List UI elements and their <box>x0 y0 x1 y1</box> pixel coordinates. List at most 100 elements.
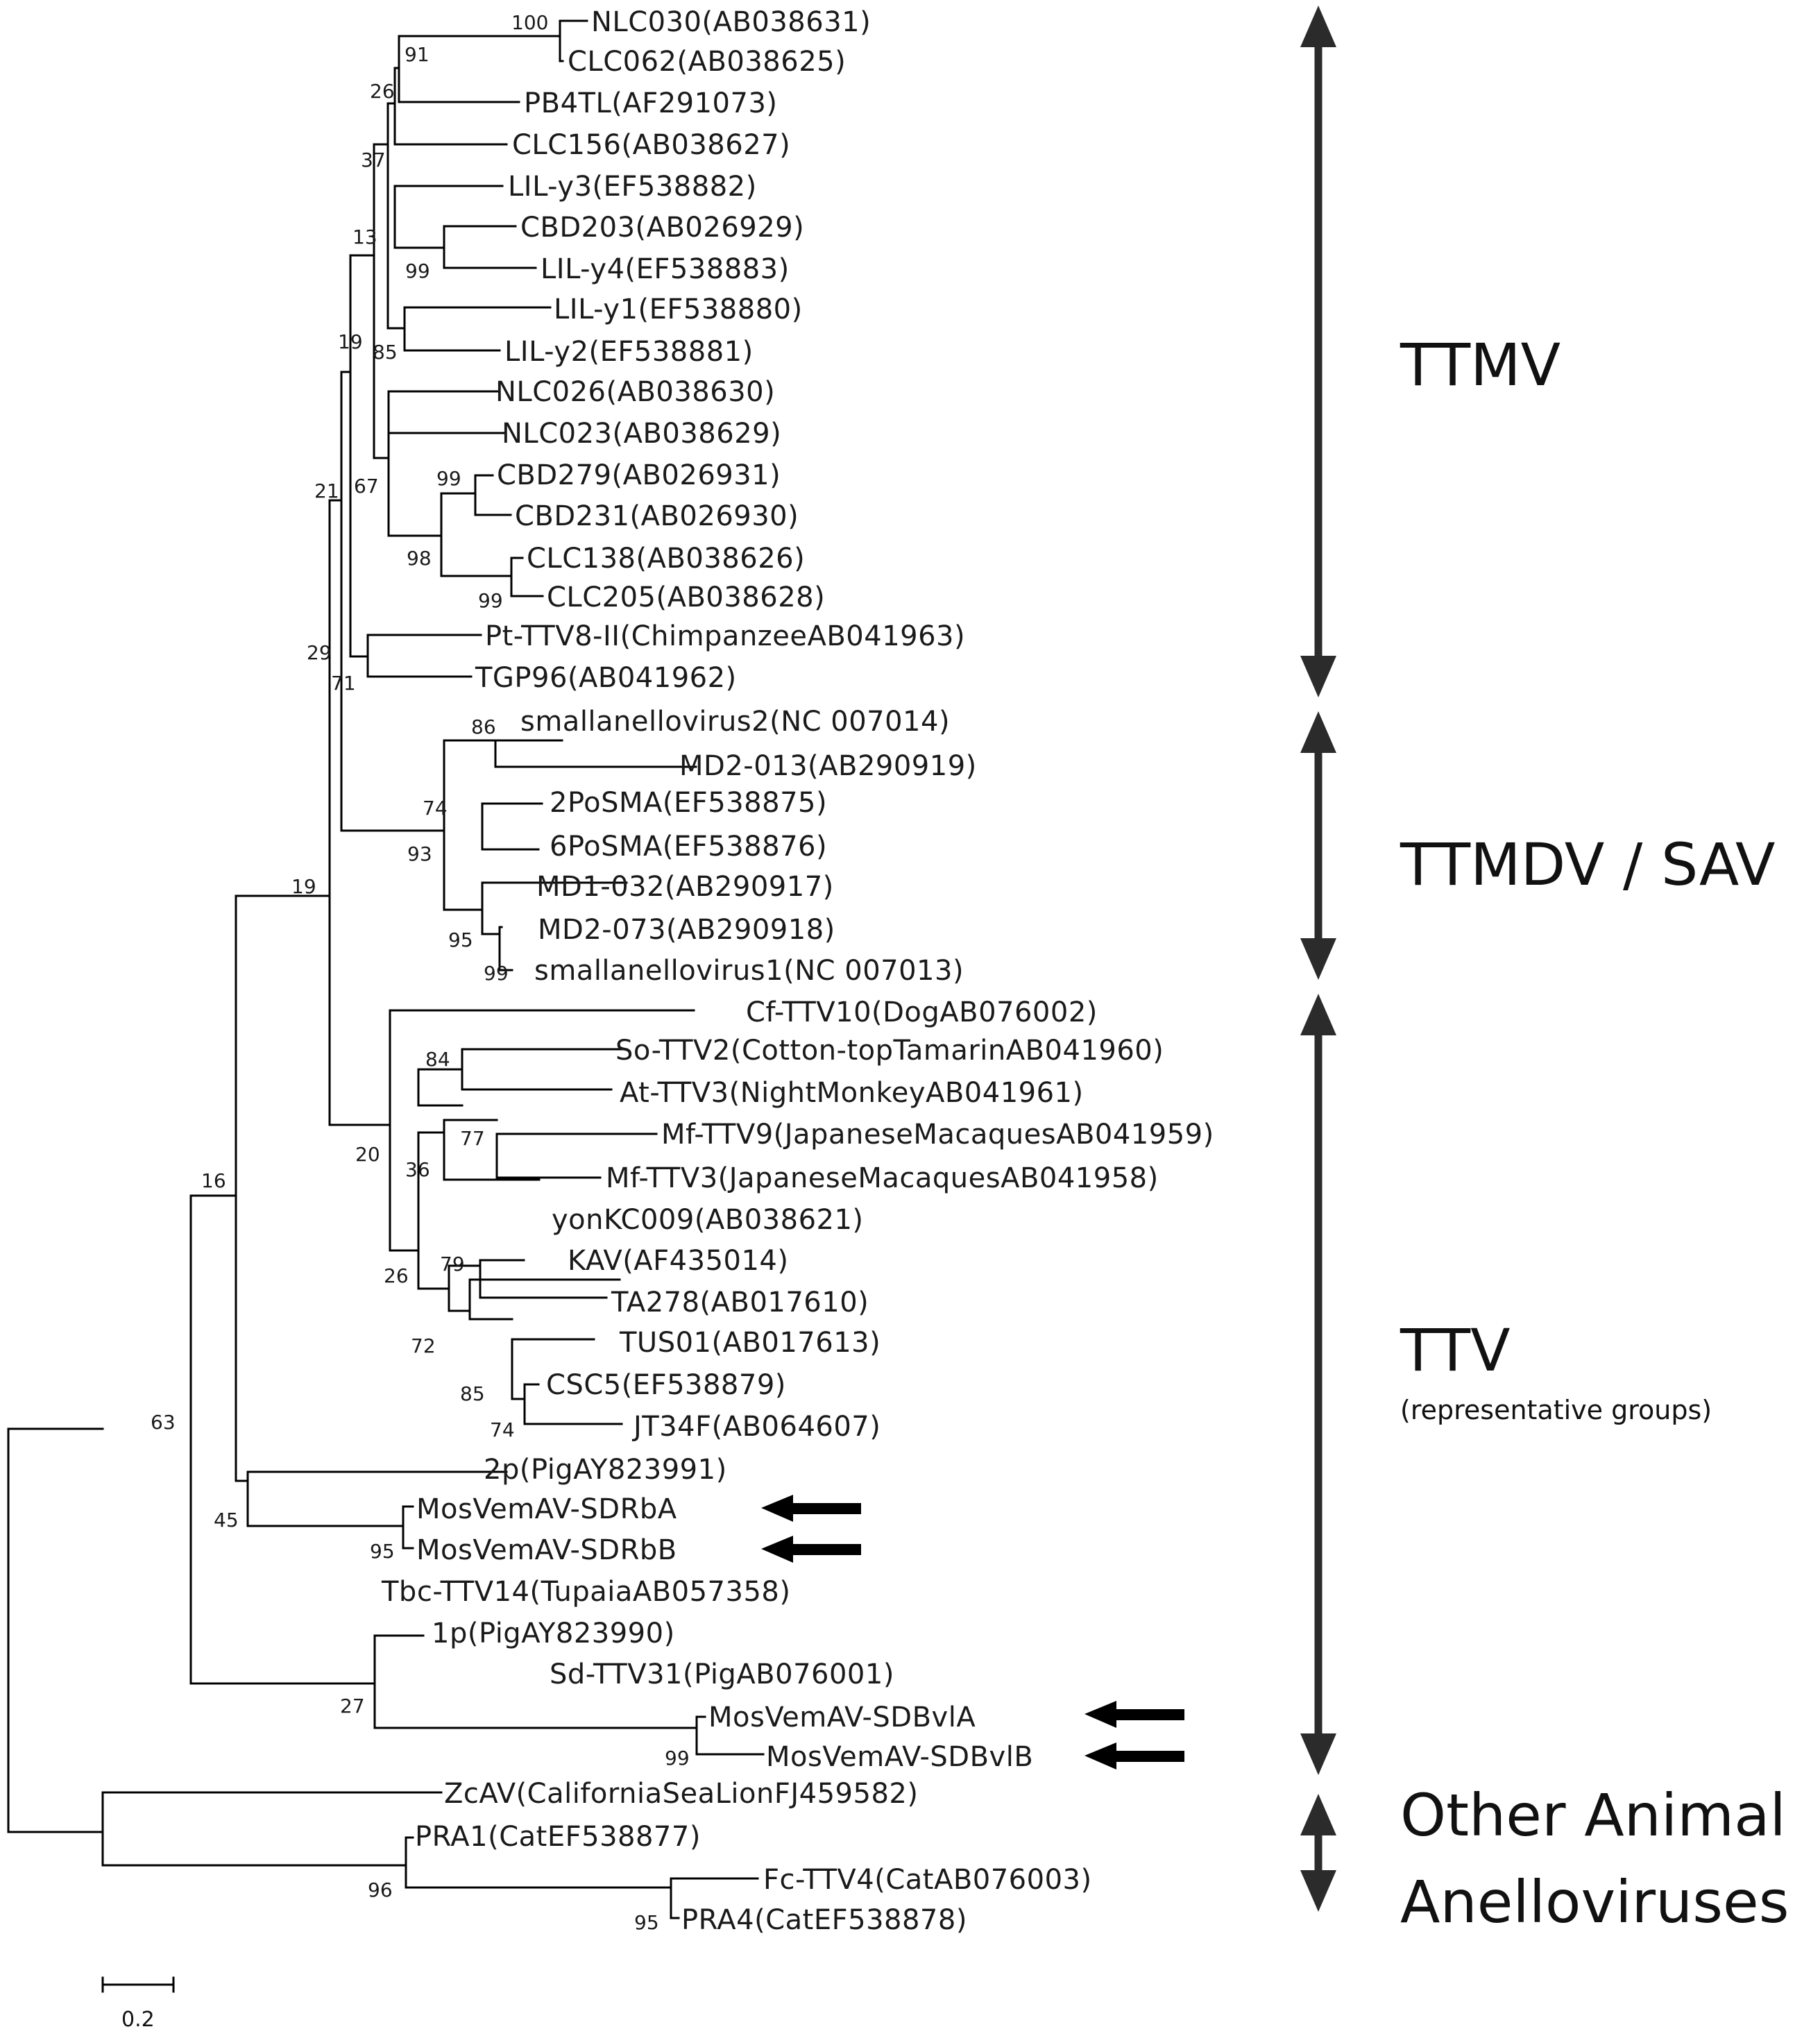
highlight-arrows <box>761 1495 1184 1770</box>
taxon-label: MosVemAV-SDBvlB <box>766 1741 1033 1773</box>
bootstrap-value: 45 <box>214 1509 239 1532</box>
taxon-label: Sd-TTV31(PigAB076001) <box>550 1659 894 1690</box>
bootstrap-values: 100 91 26 37 13 99 85 19 67 99 21 98 99 … <box>151 11 690 1934</box>
taxon-label: CLC156(AB038627) <box>512 129 790 161</box>
arrow-down-icon <box>1300 656 1336 697</box>
taxon-label: CLC205(AB038628) <box>547 582 825 613</box>
taxon-label: ZcAV(CaliforniaSeaLionFJ459582) <box>444 1778 918 1810</box>
bootstrap-value: 85 <box>460 1382 485 1405</box>
bracket-ttmdv <box>1300 711 1336 980</box>
taxon-label: smallanellovirus1(NC 007013) <box>534 955 964 987</box>
taxon-label: CBD231(AB026930) <box>515 500 799 532</box>
taxon-label: MosVemAV-SDRbA <box>416 1493 677 1525</box>
arrow-up-icon <box>1300 6 1336 47</box>
taxon-label: NLC026(AB038630) <box>495 376 775 408</box>
taxon-label: yonKC009(AB038621) <box>552 1204 864 1236</box>
highlight-arrow-icon <box>761 1495 861 1522</box>
taxon-label: LIL-y1(EF538880) <box>554 294 803 325</box>
bootstrap-value: 21 <box>314 480 339 502</box>
taxon-label: LIL-y3(EF538882) <box>508 171 757 203</box>
taxon-label: 2PoSMA(EF538875) <box>550 787 827 819</box>
taxon-label: 6PoSMA(EF538876) <box>550 831 827 863</box>
scale-bar-line <box>101 1976 175 1993</box>
tree-branches <box>7 19 765 1919</box>
bootstrap-value: 36 <box>405 1158 430 1181</box>
group-label-ttmdv: TTMDV / SAV <box>1400 831 1775 899</box>
bootstrap-value: 74 <box>490 1418 515 1441</box>
taxon-label: TUS01(AB017613) <box>619 1327 881 1359</box>
bootstrap-value: 98 <box>407 547 432 570</box>
arrow-down-icon <box>1300 938 1336 980</box>
taxon-label: KAV(AF435014) <box>568 1245 788 1277</box>
taxon-label: LIL-y4(EF538883) <box>541 253 790 285</box>
taxon-label: PRA4(CatEF538878) <box>681 1904 967 1936</box>
group-labels: TTMV TTMDV / SAV TTV (representative gro… <box>1400 331 1789 1936</box>
taxon-label: TA278(AB017610) <box>611 1287 869 1318</box>
group-label-ttv: TTV <box>1400 1316 1511 1384</box>
bootstrap-value: 99 <box>436 467 461 490</box>
arrow-down-icon <box>1300 1870 1336 1912</box>
bootstrap-value: 86 <box>471 715 496 738</box>
bracket-other <box>1300 1794 1336 1912</box>
scale-bar: 0.2 <box>101 1976 175 2032</box>
bootstrap-value: 19 <box>291 875 316 898</box>
taxon-label: TGP96(AB041962) <box>475 662 737 694</box>
bracket-ttv <box>1300 994 1336 1775</box>
taxon-label: Fc-TTV4(CatAB076003) <box>763 1864 1092 1896</box>
taxon-label: CLC062(AB038625) <box>568 46 846 78</box>
taxon-label: Cf-TTV10(DogAB076002) <box>746 996 1098 1028</box>
scale-bar-label: 0.2 <box>121 2008 155 2032</box>
taxon-label: Mf-TTV3(JapaneseMacaquesAB041958) <box>606 1162 1159 1194</box>
taxon-labels: NLC030(AB038631) CLC062(AB038625) PB4TL(… <box>381 6 1214 1936</box>
bootstrap-value: 91 <box>405 43 430 66</box>
bootstrap-value: 99 <box>484 962 509 985</box>
bracket-ttmv <box>1300 6 1336 697</box>
taxon-label: 1p(PigAY823990) <box>432 1618 675 1649</box>
bootstrap-value: 93 <box>407 842 432 865</box>
group-brackets <box>1300 6 1336 1912</box>
bootstrap-value: 95 <box>448 928 473 951</box>
bootstrap-value: 77 <box>460 1127 485 1150</box>
bootstrap-value: 99 <box>478 589 503 612</box>
taxon-label: NLC030(AB038631) <box>591 6 871 38</box>
bootstrap-value: 26 <box>370 80 395 103</box>
highlight-arrow-icon <box>761 1536 861 1563</box>
bootstrap-value: 27 <box>340 1695 365 1717</box>
taxon-label: PB4TL(AF291073) <box>524 87 778 119</box>
bootstrap-value: 72 <box>411 1334 436 1357</box>
group-label-other-line2: Anelloviruses <box>1400 1868 1789 1936</box>
taxon-label: MD2-013(AB290919) <box>679 750 977 782</box>
bootstrap-value: 16 <box>201 1169 226 1192</box>
bootstrap-value: 99 <box>665 1747 690 1770</box>
taxon-label: PRA1(CatEF538877) <box>415 1821 701 1853</box>
taxon-label: 2p(PigAY823991) <box>484 1454 727 1486</box>
taxon-label: NLC023(AB038629) <box>502 418 781 450</box>
taxon-label: CLC138(AB038626) <box>527 543 805 575</box>
bootstrap-value: 19 <box>338 330 363 353</box>
taxon-label: So-TTV2(Cotton-topTamarinAB041960) <box>615 1035 1164 1067</box>
taxon-label: MD2-073(AB290918) <box>538 914 835 946</box>
bootstrap-value: 29 <box>307 641 332 664</box>
taxon-label: Mf-TTV9(JapaneseMacaquesAB041959) <box>661 1119 1214 1151</box>
taxon-label: MosVemAV-SDRbB <box>416 1534 677 1566</box>
bootstrap-value: 71 <box>331 672 356 695</box>
bootstrap-value: 26 <box>384 1264 409 1287</box>
bootstrap-value: 63 <box>151 1411 176 1434</box>
bootstrap-value: 79 <box>440 1253 465 1275</box>
highlight-arrow-icon <box>1085 1701 1184 1728</box>
taxon-label: Pt-TTV8-II(ChimpanzeeAB041963) <box>485 620 965 652</box>
bootstrap-value: 95 <box>634 1911 659 1934</box>
taxon-label: LIL-y2(EF538881) <box>504 336 754 368</box>
bootstrap-value: 96 <box>368 1878 393 1901</box>
arrow-up-icon <box>1300 1794 1336 1835</box>
taxon-label: MosVemAV-SDBvlA <box>708 1702 976 1733</box>
group-sublabel-ttv: (representative groups) <box>1400 1395 1712 1425</box>
bootstrap-value: 74 <box>423 797 448 820</box>
taxon-label: CSC5(EF538879) <box>546 1369 786 1401</box>
taxon-label: Tbc-TTV14(TupaiaAB057358) <box>381 1576 790 1608</box>
taxon-label: CBD203(AB026929) <box>520 212 804 244</box>
bootstrap-value: 84 <box>425 1048 450 1071</box>
bootstrap-value: 13 <box>352 226 377 248</box>
taxon-label: smallanellovirus2(NC 007014) <box>520 706 950 738</box>
